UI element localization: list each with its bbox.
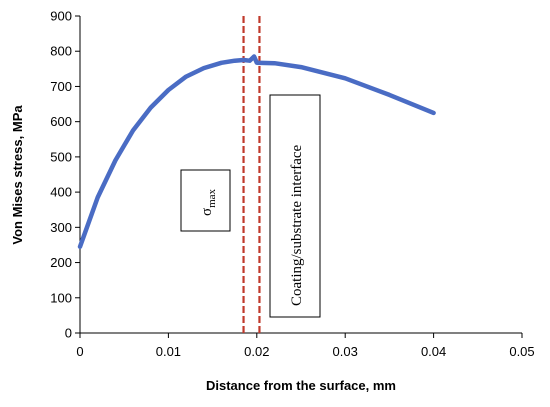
series-group [77,54,436,249]
x-tick-label: 0.04 [421,344,446,359]
axes [79,16,522,334]
x-ticks: 0 0.01 0.02 0.03 0.04 0.05 [76,333,535,359]
y-tick-label: 700 [50,79,72,94]
x-tick-label: 0.05 [509,344,534,359]
reference-lines [242,16,261,333]
y-axis-title: Von Mises stress, MPa [10,105,25,245]
interface-box [269,94,321,318]
y-ticks: 0 100 200 300 400 500 600 700 800 900 [50,9,80,341]
y-tick-label: 400 [50,185,72,200]
y-tick-label: 200 [50,255,72,270]
y-tick-label: 0 [65,326,72,341]
sigma-max-annotation: σmax [180,169,231,232]
interface-annotation: Coating/substrate interface [269,94,321,318]
x-tick-label: 0.02 [244,344,269,359]
y-tick-label: 100 [50,290,72,305]
y-tick-label: 500 [50,149,72,164]
sigma-max-box [180,169,231,232]
x-axis-title: Distance from the surface, mm [206,378,396,393]
x-tick-label: 0.03 [333,344,358,359]
sigma-subscript: max [206,188,218,207]
y-tick-label: 300 [50,220,72,235]
interface-label: Coating/substrate interface [289,144,305,306]
y-tick-label: 800 [50,44,72,59]
sigma-symbol: σ [199,208,215,216]
x-tick-label: 0.01 [156,344,181,359]
x-tick-label: 0 [76,344,83,359]
y-tick-label: 600 [50,114,72,129]
series-line [77,54,436,249]
sigma-max-label: σmax [199,188,218,216]
y-tick-label: 900 [50,9,72,24]
